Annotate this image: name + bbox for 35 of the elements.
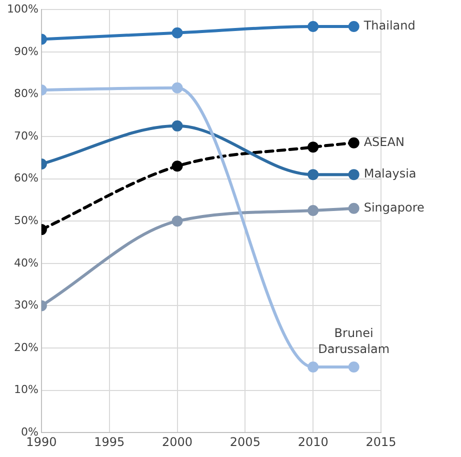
- series-label: Malaysia: [364, 166, 416, 181]
- series-label: ASEAN: [364, 134, 404, 149]
- point: [348, 362, 360, 373]
- x-tick-label: 2005: [230, 434, 260, 449]
- x-tick-label: 2010: [298, 434, 328, 449]
- point: [172, 160, 183, 172]
- y-tick-label: 60%: [14, 172, 38, 185]
- point: [308, 362, 319, 373]
- point: [308, 21, 319, 32]
- y-tick-label: 50%: [14, 214, 38, 227]
- series-label: Brunei Darussalam: [318, 326, 390, 356]
- point: [348, 202, 360, 214]
- point: [172, 216, 183, 227]
- series-label: Singapore: [364, 200, 424, 215]
- y-tick-label: 70%: [14, 129, 38, 142]
- point: [348, 21, 360, 32]
- point: [348, 169, 360, 180]
- point: [348, 137, 360, 148]
- point: [172, 82, 183, 94]
- y-tick-label: 10%: [14, 383, 38, 396]
- y-tick-label: 20%: [14, 340, 38, 354]
- point: [308, 205, 319, 216]
- point: [172, 27, 183, 38]
- series-label: Thailand: [362, 18, 416, 33]
- y-tick-label: 100%: [6, 2, 38, 16]
- x-tick-label: 1995: [94, 434, 125, 449]
- y-tick-label: 90%: [14, 44, 38, 58]
- x-tick-label: 2015: [366, 434, 396, 449]
- x-tick-label: 2000: [162, 434, 193, 449]
- point: [308, 142, 319, 153]
- y-tick-label: 80%: [14, 87, 38, 100]
- y-tick-label: 40%: [14, 256, 38, 270]
- y-tick-label: 30%: [14, 298, 38, 312]
- point: [308, 169, 319, 180]
- point: [172, 120, 183, 132]
